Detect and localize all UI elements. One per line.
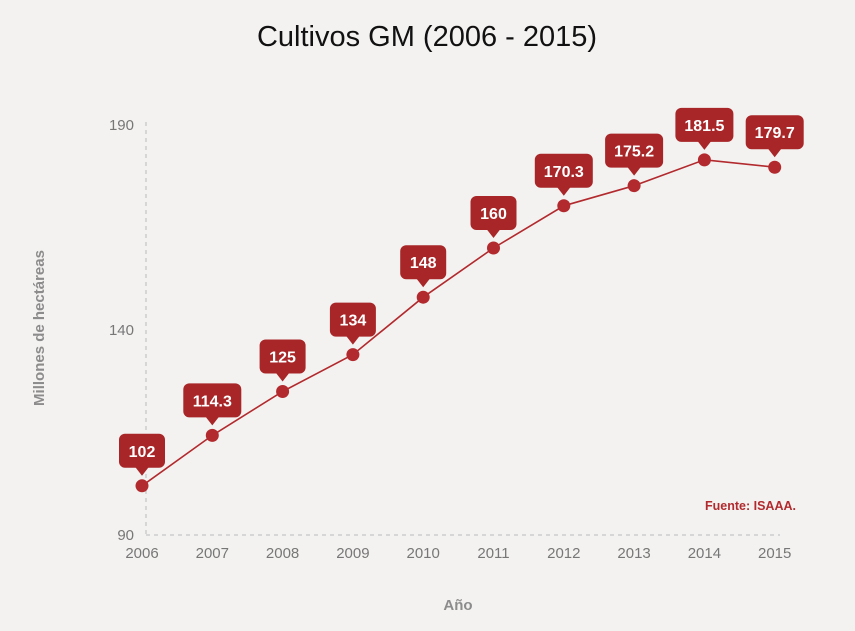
y-tick-label: 140 [109, 322, 134, 339]
data-point [487, 241, 500, 255]
data-label: 181.5 [675, 107, 734, 150]
chart-title: Cultivos GM (2006 - 2015) [257, 21, 597, 53]
tick-labels: 90 140 190 2006 2007 2008 2009 2010 2011 2012 2013… [109, 117, 791, 562]
data-label-box [400, 245, 447, 280]
data-label-text: 160 [480, 206, 507, 223]
data-label-pointer [556, 186, 571, 196]
data-points [135, 153, 782, 493]
data-point [346, 348, 360, 362]
y-tick-label: 90 [117, 527, 134, 544]
data-label-box [183, 383, 242, 418]
data-label: 175.2 [605, 133, 664, 176]
data-label-box [745, 115, 804, 150]
data-point [557, 199, 571, 213]
data-label-pointer [275, 372, 290, 382]
data-label-text: 179.7 [755, 125, 795, 142]
data-labels: 102 114.3 125 134 148 160 170.3 175.2 181.5 179.7 [119, 107, 804, 476]
data-label-box [470, 196, 517, 230]
data-label: 114.3 [183, 383, 242, 426]
x-tick-label: 2010 [407, 545, 440, 562]
data-point [135, 479, 149, 493]
data-label-pointer [767, 148, 782, 158]
data-label-pointer [135, 466, 149, 476]
x-tick-label: 2006 [125, 545, 158, 562]
data-point [276, 385, 290, 398]
x-axis-title: Año [443, 597, 472, 614]
y-tick-label: 190 [109, 117, 134, 134]
data-label: 134 [329, 302, 376, 345]
data-point [697, 153, 711, 167]
source-note: Fuente: ISAAA. [705, 499, 796, 513]
data-point [205, 428, 219, 442]
data-label-pointer [416, 278, 431, 288]
x-tick-label: 2007 [196, 545, 229, 562]
data-label-text: 134 [340, 313, 367, 330]
data-label-pointer [486, 229, 501, 238]
data-label: 179.7 [745, 115, 804, 158]
data-label-pointer [205, 416, 220, 426]
y-axis-title: Millones de hectáreas [31, 250, 48, 406]
x-tick-label: 2013 [617, 545, 650, 562]
data-label-box [605, 133, 664, 168]
series-polyline [141, 158, 775, 487]
data-label: 125 [259, 339, 306, 382]
data-label-pointer [627, 166, 642, 176]
data-label: 148 [400, 245, 447, 288]
data-point [627, 179, 641, 193]
data-label-box [259, 339, 306, 374]
data-label: 102 [119, 433, 165, 476]
series-line [141, 158, 775, 487]
axes [145, 122, 780, 536]
data-label-box [534, 153, 593, 188]
data-label: 160 [470, 196, 517, 238]
data-label-text: 102 [129, 444, 156, 461]
x-tick-label: 2014 [688, 545, 721, 562]
data-label-box [675, 107, 734, 142]
data-label-pointer [697, 140, 712, 150]
data-label-text: 114.3 [193, 393, 232, 410]
x-tick-label: 2012 [547, 545, 580, 562]
data-label-text: 148 [410, 255, 437, 272]
data-label-text: 175.2 [614, 144, 654, 161]
data-label-pointer [345, 335, 360, 345]
data-point [416, 290, 430, 304]
x-tick-label: 2008 [266, 545, 299, 562]
data-label-text: 170.3 [544, 164, 584, 181]
data-label-box [119, 433, 165, 468]
data-label: 170.3 [534, 153, 593, 196]
data-label-box [329, 302, 376, 337]
data-label-text: 125 [269, 350, 296, 367]
data-point [768, 160, 782, 174]
x-tick-label: 2011 [477, 545, 509, 562]
x-tick-label: 2015 [758, 545, 791, 562]
x-tick-label: 2009 [336, 545, 369, 562]
data-label-text: 181.5 [684, 118, 724, 135]
